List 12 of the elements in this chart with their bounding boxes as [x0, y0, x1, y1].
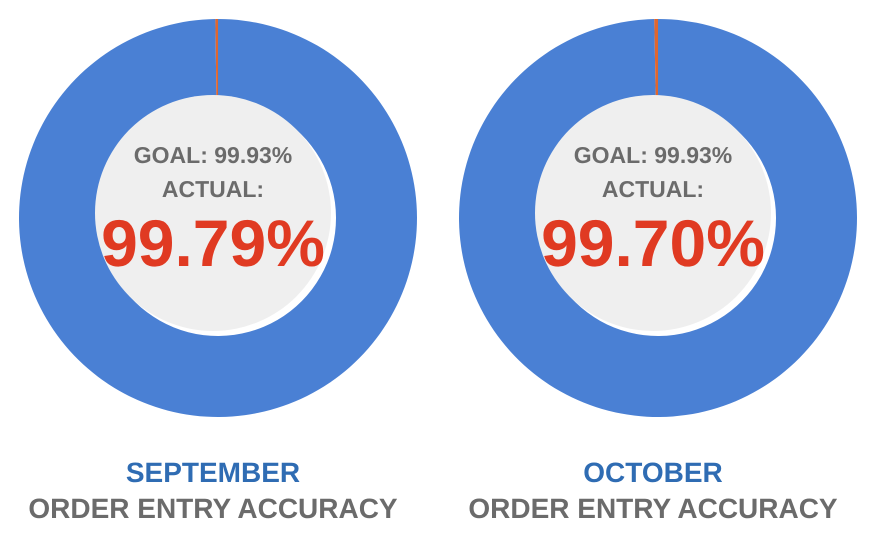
- text: GOAL: 99.93%: [132, 141, 294, 170]
- text: GOAL: 99.93%: [572, 141, 734, 170]
- donut-slice: [459, 19, 857, 417]
- text: OCTOBER: [582, 456, 724, 490]
- text: ACTUAL:: [160, 175, 266, 204]
- data-label: 99.70%: [540, 206, 766, 280]
- text: SEPTEMBER: [124, 456, 302, 490]
- text: ORDER ENTRY ACCURACY: [27, 492, 399, 526]
- text: ACTUAL:: [600, 175, 706, 204]
- text: ORDER ENTRY ACCURACY: [467, 492, 839, 526]
- data-label: 99.79%: [100, 206, 326, 280]
- donut-slice: [19, 19, 417, 417]
